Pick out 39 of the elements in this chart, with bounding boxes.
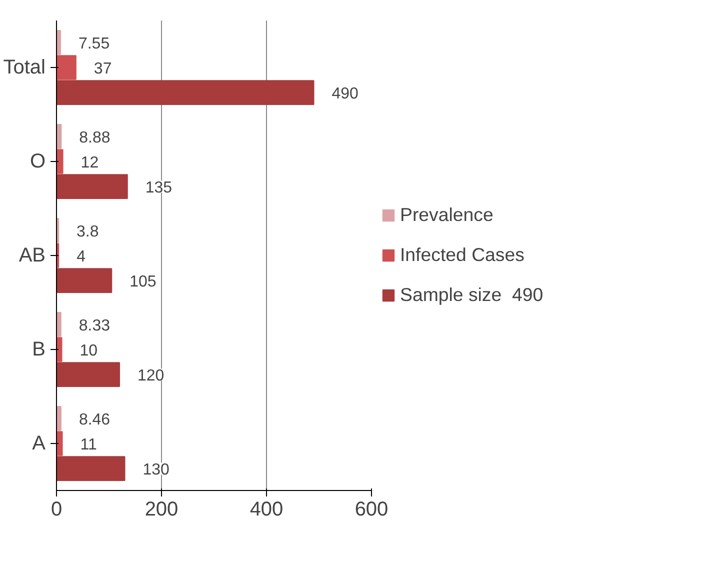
legend-label: Prevalence	[400, 204, 494, 226]
bar	[56, 456, 126, 481]
bar	[56, 337, 62, 362]
x-tick-label: 0	[50, 498, 62, 520]
legend-label: Infected Cases	[400, 244, 524, 266]
y-tick-label: Total	[3, 56, 46, 78]
data-label: 135	[145, 180, 172, 197]
data-label: 37	[94, 60, 112, 78]
data-label: 7.55	[78, 35, 110, 52]
data-label: 11	[80, 436, 97, 454]
legend-label: Sample size 490	[400, 284, 544, 306]
x-tick-label: 600	[354, 498, 388, 520]
data-label: 105	[130, 274, 156, 291]
data-label: 8.46	[78, 411, 110, 428]
data-label: 130	[142, 462, 170, 479]
data-label: 8.33	[78, 317, 110, 334]
data-label: 12	[80, 154, 99, 172]
data-label: 490	[332, 86, 359, 103]
bar	[56, 268, 112, 293]
data-label: 10	[80, 342, 98, 360]
x-tick-label: 400	[250, 498, 284, 520]
y-tick-label: AB	[18, 244, 46, 266]
bar	[56, 149, 64, 174]
data-label: 3.8	[76, 223, 99, 240]
data-label: 120	[138, 368, 164, 385]
data-label: 4	[76, 248, 86, 266]
bar	[56, 55, 76, 80]
y-tick-label: A	[32, 432, 46, 454]
x-tick-label: 200	[144, 498, 178, 520]
y-tick-label: O	[30, 150, 46, 172]
bar	[56, 406, 62, 431]
bar	[56, 362, 120, 387]
y-tick-label: B	[32, 338, 46, 360]
bar	[56, 312, 62, 337]
bar	[56, 80, 314, 105]
data-label: 8.88	[79, 129, 110, 146]
bar	[56, 174, 128, 199]
bar	[56, 30, 61, 55]
bar	[56, 431, 63, 456]
